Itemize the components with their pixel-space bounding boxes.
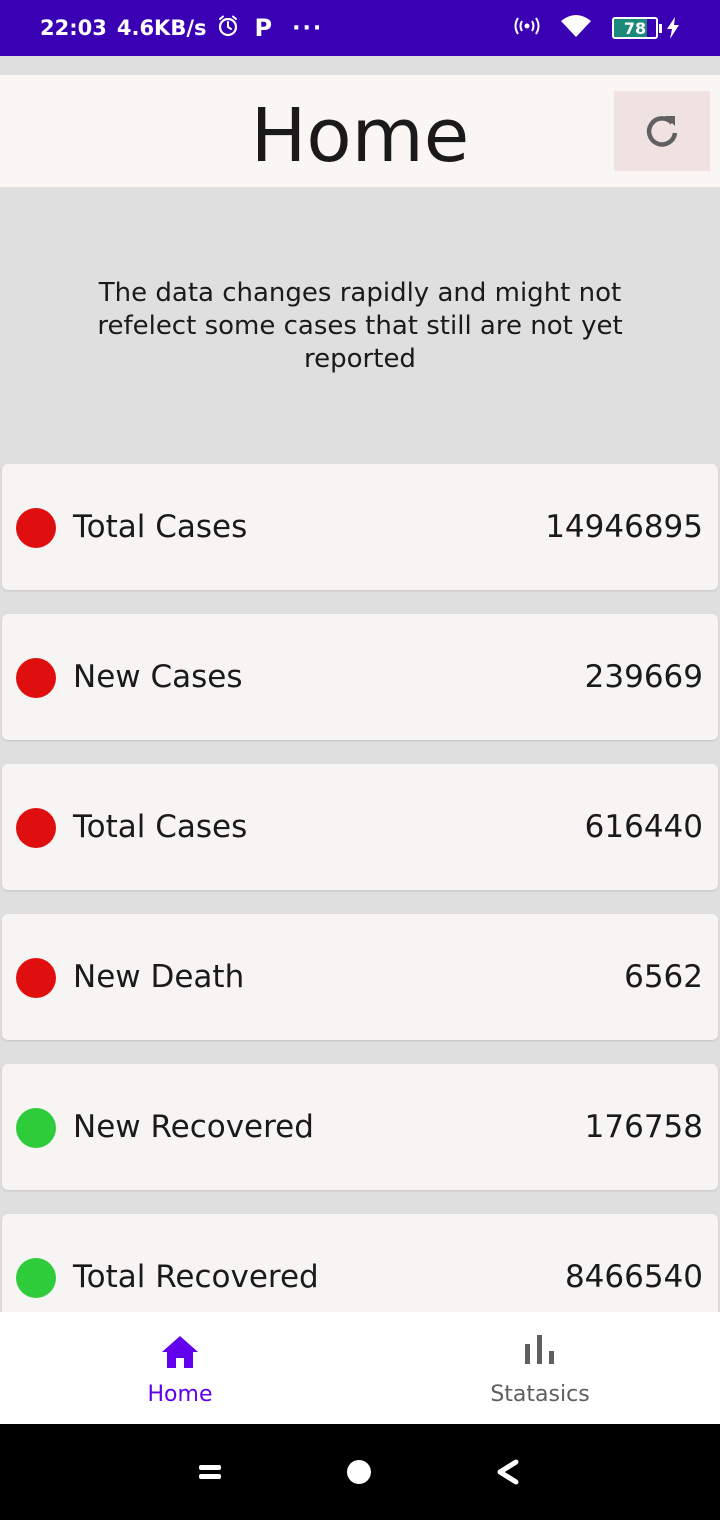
- wifi-icon: [560, 13, 592, 44]
- nav-item-home[interactable]: Home: [0, 1312, 360, 1424]
- p-indicator-icon: P: [254, 14, 273, 42]
- stat-card-total-cases[interactable]: Total Cases 14946895: [2, 464, 718, 590]
- status-dot: [16, 658, 56, 698]
- battery-icon: 78: [612, 17, 680, 39]
- refresh-button[interactable]: [614, 91, 710, 171]
- status-time: 22:03: [40, 16, 107, 40]
- status-dot: [16, 508, 56, 548]
- home-circle-icon[interactable]: [346, 1459, 372, 1485]
- stat-value: 176758: [584, 1109, 703, 1145]
- more-notifications-icon: ···: [292, 15, 324, 41]
- data-disclaimer: The data changes rapidly and might not r…: [97, 278, 623, 374]
- hotspot-icon: [514, 16, 540, 40]
- status-dot: [16, 1258, 56, 1298]
- bottom-navigation: Home Statasics: [0, 1312, 720, 1424]
- status-bar: 22:03 4.6KB/s P ···: [0, 0, 720, 56]
- stat-card-total-cases-2[interactable]: Total Cases 616440: [2, 764, 718, 890]
- stat-value: 239669: [584, 659, 703, 695]
- stat-card-new-death[interactable]: New Death 6562: [2, 914, 718, 1040]
- nav-label-home: Home: [147, 1382, 213, 1407]
- stat-value: 14946895: [545, 509, 703, 545]
- battery-level: 78: [623, 18, 647, 38]
- charging-icon: [667, 17, 679, 39]
- system-navigation-bar: [0, 1424, 720, 1520]
- stat-card-total-recovered[interactable]: Total Recovered 8466540: [2, 1214, 718, 1312]
- stat-value: 6562: [624, 959, 703, 995]
- status-dot: [16, 808, 56, 848]
- stat-label: Total Recovered: [73, 1259, 319, 1295]
- stat-card-new-recovered[interactable]: New Recovered 176758: [2, 1064, 718, 1190]
- stat-label: New Recovered: [73, 1109, 314, 1145]
- nav-item-statistics[interactable]: Statasics: [360, 1312, 720, 1424]
- stat-value: 8466540: [564, 1259, 703, 1295]
- stat-label: New Death: [73, 959, 245, 995]
- page-title: Home: [250, 93, 470, 179]
- stat-label: Total Cases: [73, 809, 248, 845]
- stat-label: New Cases: [73, 659, 243, 695]
- home-icon: [162, 1336, 198, 1368]
- app-bar: Home: [0, 75, 720, 187]
- stat-card-new-cases[interactable]: New Cases 239669: [2, 614, 718, 740]
- stat-label: Total Cases: [73, 509, 248, 545]
- menu-icon[interactable]: [198, 1462, 222, 1482]
- bar-chart-icon: [525, 1335, 554, 1364]
- stat-value: 616440: [584, 809, 703, 845]
- refresh-icon: [646, 116, 678, 147]
- network-speed: 4.6KB/s: [116, 16, 207, 40]
- nav-label-statistics: Statasics: [490, 1382, 590, 1407]
- status-dot: [16, 1108, 56, 1148]
- back-icon[interactable]: [494, 1459, 520, 1485]
- status-dot: [16, 958, 56, 998]
- alarm-icon: [217, 15, 239, 42]
